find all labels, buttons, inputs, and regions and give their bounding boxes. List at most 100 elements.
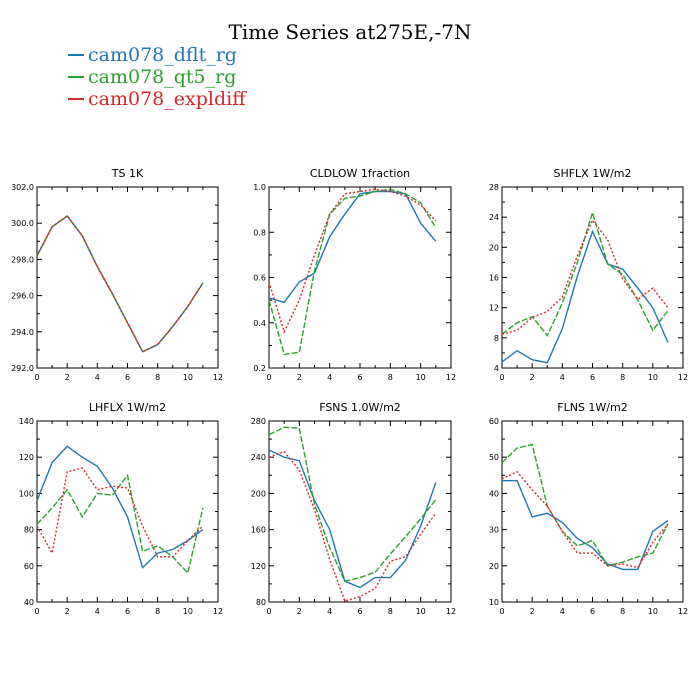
x-tick-label: 12 xyxy=(678,373,688,382)
y-tick-label: 302.0 xyxy=(11,183,34,192)
legend-label: cam078_qt5_rg xyxy=(88,66,237,88)
x-tick-label: 6 xyxy=(590,607,595,616)
legend-swatch xyxy=(68,76,84,78)
y-tick-label: 240 xyxy=(251,453,266,462)
series-line-cam078_dflt_rg xyxy=(268,190,437,304)
y-tick-label: 50 xyxy=(489,453,499,462)
legend-item: cam078_qt5_rg xyxy=(68,66,246,88)
x-tick-label: 4 xyxy=(560,607,565,616)
x-tick-label: 6 xyxy=(125,373,130,382)
plot-frame xyxy=(36,420,219,603)
y-tick-label: 298.0 xyxy=(11,255,34,264)
y-tick-label: 120 xyxy=(19,453,34,462)
x-tick-label: 4 xyxy=(560,373,565,382)
legend-swatch xyxy=(68,54,84,56)
y-tick-label: 160 xyxy=(251,526,266,535)
x-tick-label: 2 xyxy=(297,373,302,382)
series-line-cam078_expldiff xyxy=(268,188,437,334)
x-tick-label: 6 xyxy=(357,607,362,616)
series-line-cam078_expldiff xyxy=(36,467,204,558)
x-tick-label: 12 xyxy=(446,373,456,382)
x-tick-label: 4 xyxy=(327,373,332,382)
x-tick-label: 2 xyxy=(65,607,70,616)
x-tick-label: 6 xyxy=(125,607,130,616)
chart-panel: LHFLX 1W/m2 0 2 4 6 8 10 12 40 60 80 100 120 140 xyxy=(19,401,223,616)
y-tick-label: 28 xyxy=(489,183,499,192)
y-tick-label: 8 xyxy=(494,334,499,343)
y-tick-label: 80 xyxy=(256,598,266,607)
x-tick-label: 10 xyxy=(183,607,193,616)
y-tick-label: 12 xyxy=(489,304,499,313)
x-tick-label: 12 xyxy=(446,607,456,616)
x-tick-label: 8 xyxy=(155,373,160,382)
x-tick-label: 6 xyxy=(357,373,362,382)
x-tick-label: 10 xyxy=(648,373,658,382)
chart-title: LHFLX 1W/m2 xyxy=(89,401,166,414)
y-tick-label: 280 xyxy=(251,417,266,426)
legend-label: cam078_expldiff xyxy=(88,88,246,110)
chart-title: CLDLOW 1fraction xyxy=(310,167,410,180)
x-tick-label: 0 xyxy=(34,607,39,616)
plot-frame xyxy=(268,420,452,603)
chart-panel: FSNS 1.0W/m2 0 2 4 6 8 10 12 80 120 160 200 240 280 xyxy=(251,401,456,616)
series-line-cam078_qt5_rg xyxy=(36,215,204,353)
chart-title: FSNS 1.0W/m2 xyxy=(319,401,401,414)
y-tick-label: 294.0 xyxy=(11,328,34,337)
plot-frame xyxy=(36,186,219,369)
x-tick-label: 0 xyxy=(499,607,504,616)
series-line-cam078_dflt_rg xyxy=(501,229,669,364)
x-tick-label: 2 xyxy=(530,373,535,382)
chart-panel: FLNS 1W/m2 0 2 4 6 8 10 12 10 20 30 40 50 60 xyxy=(489,401,688,616)
x-tick-label: 4 xyxy=(95,607,100,616)
series-line-cam078_qt5_rg xyxy=(501,443,669,567)
series-line-cam078_qt5_rg xyxy=(501,210,669,337)
y-tick-label: 1.0 xyxy=(253,183,266,192)
legend: cam078_dflt_rg cam078_qt5_rg cam078_expl… xyxy=(68,44,246,110)
y-tick-label: 60 xyxy=(489,417,499,426)
x-tick-label: 10 xyxy=(416,607,426,616)
y-tick-label: 4 xyxy=(494,364,499,373)
y-tick-label: 120 xyxy=(251,562,266,571)
legend-item: cam078_expldiff xyxy=(68,88,246,110)
plot-frame xyxy=(501,420,684,603)
series-line-cam078_expldiff xyxy=(501,470,669,569)
y-tick-label: 80 xyxy=(24,526,34,535)
x-tick-label: 8 xyxy=(388,607,393,616)
y-tick-label: 200 xyxy=(251,489,266,498)
series-line-cam078_qt5_rg xyxy=(268,188,437,356)
series-line-cam078_dflt_rg xyxy=(268,449,437,589)
y-tick-label: 100 xyxy=(19,489,34,498)
series-line-cam078_qt5_rg xyxy=(268,426,437,583)
y-tick-label: 20 xyxy=(489,243,499,252)
y-tick-label: 0.2 xyxy=(253,364,266,373)
x-tick-label: 4 xyxy=(95,373,100,382)
series-line-cam078_qt5_rg xyxy=(36,473,204,575)
x-tick-label: 12 xyxy=(678,607,688,616)
series-line-cam078_dflt_rg xyxy=(36,215,204,353)
chart-title: TS 1K xyxy=(111,167,144,180)
y-tick-label: 0.4 xyxy=(253,319,266,328)
y-tick-label: 40 xyxy=(489,489,499,498)
x-tick-label: 8 xyxy=(388,373,393,382)
chart-title: SHFLX 1W/m2 xyxy=(553,167,631,180)
y-tick-label: 24 xyxy=(489,213,499,222)
x-tick-label: 0 xyxy=(266,373,271,382)
x-tick-label: 0 xyxy=(499,373,504,382)
x-tick-label: 2 xyxy=(297,607,302,616)
legend-item: cam078_dflt_rg xyxy=(68,44,246,66)
x-tick-label: 2 xyxy=(65,373,70,382)
chart-title: FLNS 1W/m2 xyxy=(557,401,627,414)
y-tick-label: 300.0 xyxy=(11,219,34,228)
y-tick-label: 0.6 xyxy=(253,274,266,283)
x-tick-label: 8 xyxy=(620,373,625,382)
x-tick-label: 12 xyxy=(213,373,223,382)
y-tick-label: 20 xyxy=(489,562,499,571)
legend-label: cam078_dflt_rg xyxy=(88,44,237,66)
y-tick-label: 0.8 xyxy=(253,228,266,237)
series-line-cam078_expldiff xyxy=(501,218,669,335)
chart-panel: CLDLOW 1fraction 0 2 4 6 8 10 12 0.2 0.4 0.6 0.8 1.0 xyxy=(253,167,456,382)
x-tick-label: 0 xyxy=(266,607,271,616)
y-tick-label: 60 xyxy=(24,562,34,571)
